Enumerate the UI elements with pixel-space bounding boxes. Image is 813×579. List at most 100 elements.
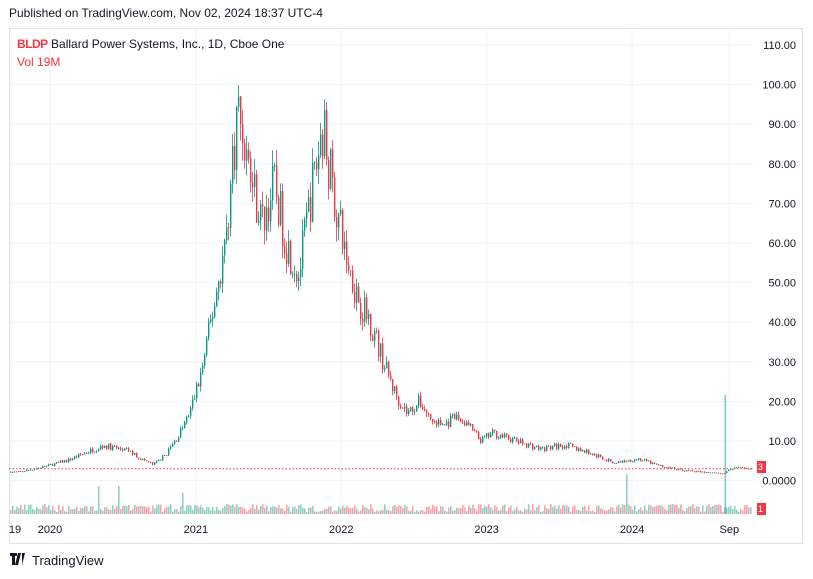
candle-body [404, 406, 406, 409]
volume-bar [274, 506, 276, 514]
volume-bar [694, 508, 696, 514]
volume-bar [550, 504, 552, 514]
candle-body [280, 190, 282, 225]
volume-bar [178, 511, 180, 514]
candle-body [744, 467, 746, 469]
volume-bar [496, 507, 498, 514]
candle-body [586, 449, 588, 453]
volume-bar [670, 504, 672, 514]
candle-body [698, 470, 700, 472]
footer-brand[interactable]: TradingView [10, 553, 104, 568]
candle-body [248, 149, 250, 159]
volume-bar [394, 505, 396, 514]
candle-body [542, 447, 544, 448]
volume-bar [474, 508, 476, 514]
volume-bar [456, 507, 458, 514]
volume-bar [358, 511, 360, 514]
volume-bar [622, 504, 624, 514]
candle-body [314, 162, 316, 164]
volume-bar [730, 505, 732, 514]
volume-bar [56, 511, 58, 514]
volume-bar [532, 504, 534, 514]
volume-bar [390, 511, 392, 514]
volume-bar [580, 511, 582, 514]
candle-body [526, 443, 528, 448]
candle-body [738, 466, 740, 468]
volume-bar [616, 506, 618, 514]
volume-bar [22, 509, 24, 514]
volume-bar [238, 506, 240, 514]
volume-bar [488, 504, 490, 514]
volume-bar [728, 507, 730, 514]
volume-bar [704, 511, 706, 514]
candle-body [476, 431, 478, 433]
volume-bar [224, 506, 226, 514]
volume-bar [486, 506, 488, 514]
candle-body [290, 240, 292, 274]
volume-bar [614, 511, 616, 514]
volume-bar [66, 511, 68, 514]
volume-bar [534, 510, 536, 514]
candle-body [638, 458, 640, 460]
candle-body [238, 96, 240, 107]
ticker-symbol[interactable]: BLDP [17, 37, 48, 51]
volume-bar [38, 508, 40, 514]
volume-bar [404, 505, 406, 514]
candle-body [160, 459, 162, 461]
candle-body [232, 145, 234, 184]
volume-bar [438, 511, 440, 514]
candle-body [546, 445, 548, 452]
candle-body [394, 386, 396, 391]
volume-bar [294, 506, 296, 514]
candle-body [32, 469, 34, 471]
candle-body [396, 386, 398, 397]
candle-body [400, 405, 402, 408]
candle-body [276, 165, 278, 198]
volume-bar [288, 506, 290, 514]
volume-bar [376, 510, 378, 514]
candle-body [578, 448, 580, 451]
candle-body [92, 448, 94, 453]
volume-bar [118, 485, 120, 514]
candle-body [582, 450, 584, 452]
volume-bar [574, 505, 576, 514]
volume-spike-bar [724, 395, 727, 514]
candle-body [10, 471, 12, 473]
candle-body [618, 461, 620, 464]
candle-body [346, 241, 348, 266]
candle-body [690, 470, 692, 472]
candle-body [380, 343, 382, 357]
candle-body [570, 443, 572, 445]
volume-bar [166, 506, 168, 514]
candle-body [330, 149, 332, 189]
candle-body [126, 448, 128, 449]
candle-body [670, 467, 672, 469]
volume-bar [156, 505, 158, 514]
candle-body [642, 460, 644, 462]
candle-body [22, 471, 24, 473]
price-tick-label: 100.00 [762, 80, 796, 92]
candle-body [64, 460, 66, 463]
candle-body [718, 472, 720, 474]
candle-body [196, 383, 198, 399]
volume-bar [420, 510, 422, 514]
price-chart[interactable]: 110.00100.0090.0080.0070.0060.0050.0040.… [9, 28, 803, 544]
candle-body [166, 455, 168, 457]
volume-bar [244, 508, 246, 514]
volume-bar [346, 506, 348, 514]
volume-bar [598, 505, 600, 514]
volume-bar [150, 511, 152, 514]
candle-body [556, 444, 558, 449]
volume-bar [12, 505, 14, 514]
price-tick-label: 20.00 [768, 396, 796, 408]
candle-body [162, 455, 164, 461]
volume-bar [364, 507, 366, 514]
candle-body [368, 313, 370, 319]
tradingview-logo-icon [10, 553, 28, 568]
volume-bar [650, 505, 652, 514]
candle-body [180, 428, 182, 438]
candle-body [538, 446, 540, 450]
volume-bar [698, 506, 700, 514]
volume-bar [122, 506, 124, 514]
candle-body [610, 458, 612, 462]
